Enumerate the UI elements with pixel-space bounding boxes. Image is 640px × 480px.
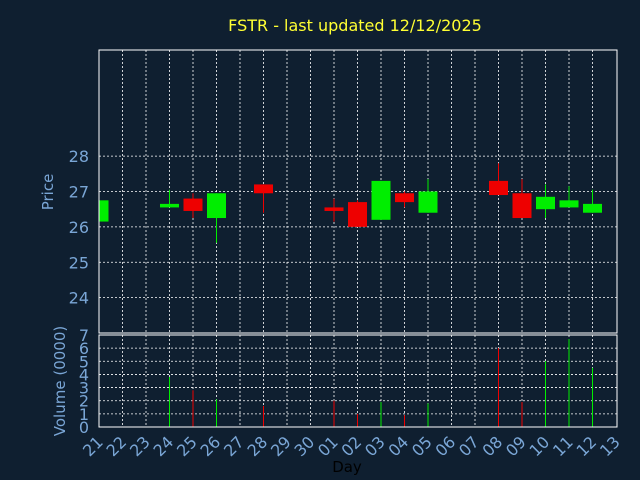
price-plot-area [99,50,617,333]
price-tick-label: 24 [69,289,89,308]
volume-tick-label: 1 [79,405,89,424]
chart-title: FSTR - last updated 12/12/2025 [228,16,482,35]
candle-body [324,207,344,211]
candle-body [254,184,273,194]
volume-tick-label: 0 [79,418,89,437]
volume-tick-label: 7 [79,326,89,345]
candle-body [371,180,391,220]
candle-body [183,198,203,211]
price-frame [98,49,618,334]
candle-body [489,180,508,196]
volume-tick-label: 4 [79,365,89,384]
price-tick-label: 26 [69,218,89,237]
volume-plot-area [99,335,617,427]
candle-body [160,203,179,208]
candle-body [559,200,579,208]
candle-body [418,191,438,213]
candle-body [536,196,555,210]
volume-axis-label: Volume (0000) [51,326,69,436]
candle-body [99,200,109,222]
candle-body [583,203,602,213]
price-panel: 24 25 26 27 28 [69,49,618,334]
candle-body [512,193,532,219]
price-tick-label: 28 [69,147,89,166]
candle-body [348,202,367,227]
price-axis-label: Price [39,174,57,211]
x-tick-label: 13 [596,432,624,460]
x-axis-label: Day [332,458,362,476]
candle-body [207,193,226,219]
volume-frame [98,334,618,428]
volume-tick-label: 6 [79,339,89,358]
price-tick-label: 27 [69,183,89,202]
x-tick-labels: 2122232425262728293001020304050607080910… [79,432,624,460]
volume-tick-label: 2 [79,392,89,411]
volume-tick-label: 5 [79,352,89,371]
candle-body [395,193,414,203]
price-tick-label: 25 [69,253,89,272]
volume-tick-label: 3 [79,379,89,398]
